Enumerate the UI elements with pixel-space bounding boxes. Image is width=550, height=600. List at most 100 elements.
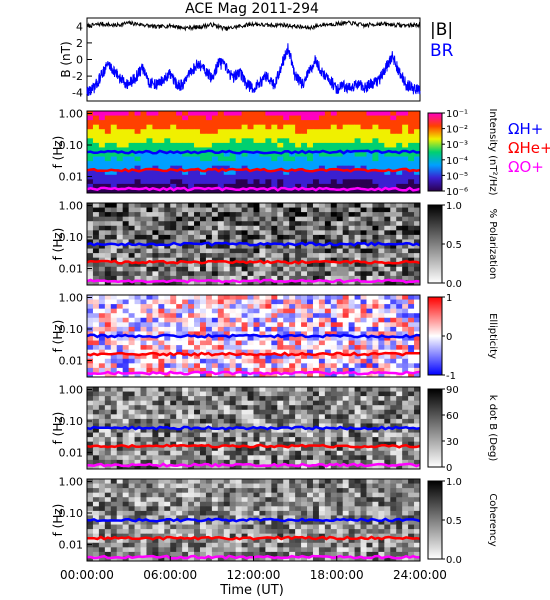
spectrogram-cell [396,115,403,121]
spectrogram-cell [247,391,254,397]
spectrogram-cell [116,520,124,525]
spectrogram-cell [259,161,266,167]
spectrogram-cell [366,262,373,268]
spectrogram-cell [372,253,379,259]
spectrogram-cell [289,322,296,328]
spectrogram-cell [98,432,106,438]
spectrogram-cell [390,124,397,130]
spectrogram-cell [384,340,391,346]
spectrogram-cell [271,432,278,438]
spectrogram-cell [414,299,421,305]
spectrogram-cell [122,459,130,465]
spectrogram-cell [408,207,415,213]
spectrogram-cell [295,441,302,447]
spectrogram-cell [217,174,225,180]
spectrogram-cell [211,533,219,539]
spectrogram-cell [384,326,391,332]
spectrogram-cell [330,326,338,332]
spectrogram-cell [241,488,248,494]
spectrogram-cell [122,133,130,139]
spectrogram-cell [324,225,332,231]
spectrogram-cell [277,446,284,452]
spectrogram-cell [414,262,421,268]
spectrogram-cell [372,418,379,424]
spectrogram-cell [324,455,332,461]
spectrogram-cell [140,253,147,259]
spectrogram-cell [199,317,207,323]
spectrogram-cell [164,423,171,429]
spectrogram-cell [324,331,332,337]
spectrogram-cell [211,492,219,498]
spectrogram-cell [188,115,195,121]
spectrogram-cell [176,266,183,272]
spectrogram-cell [199,501,207,507]
spectrogram-cell [289,459,296,465]
spectrogram-cell [87,414,94,420]
spectrogram-cell [301,423,308,429]
spectrogram-cell [414,280,421,286]
spectrogram-cell [134,542,141,548]
spectrogram-cell [295,179,302,185]
spectrogram-cell [289,418,296,424]
spectrogram-cell [158,165,165,171]
spectrogram-cell [211,257,219,263]
spectrogram-cell [378,234,385,240]
spectrogram-cell [307,483,314,489]
spectrogram-cell [289,423,296,429]
spectrogram-cell [176,331,183,337]
spectrogram-cell [199,340,207,346]
spectrogram-cell [98,188,106,194]
spectrogram-cell [295,142,302,148]
spectrogram-cell [87,280,94,286]
spectrogram-cell [217,488,225,494]
spectrogram-cell [188,372,195,378]
spectrogram-cell [194,446,201,452]
spectrogram-cell [211,304,219,310]
spectrogram-cell [408,253,415,259]
spectrogram-cell [318,239,326,245]
spectrogram-cell [277,326,284,332]
colorbar-tick-label: 10⁻³ [446,140,468,151]
spectrogram-cell [265,479,272,484]
gyrofrequency-line [86,425,421,431]
spectrogram-cell [414,520,421,525]
spectrogram-cell [170,455,177,461]
spectrogram-cell [122,124,130,130]
spectrogram-cell [146,510,153,516]
spectrogram-cell [170,221,177,227]
spectrogram-cell [205,538,213,544]
spectrogram-cell [223,529,231,535]
spectrogram-cell [408,336,415,341]
spectrogram-cell [158,450,165,456]
spectrogram-cell [408,446,415,452]
spectrogram-cell [217,455,225,461]
spectrogram-cell [229,253,237,259]
spectrogram-cell [158,542,165,548]
spectrogram-cell [330,446,338,452]
freq-ytick-label: 1.00 [59,199,84,212]
spectrogram-cell [378,428,385,433]
spectrogram-cell [158,520,165,525]
spectrogram-cell [390,483,397,489]
spectrogram-cell [348,372,355,378]
spectrogram-cell [247,479,254,484]
spectrogram-cell [372,529,379,535]
spectrogram-cell [301,455,308,461]
spectrogram-cell [384,331,391,337]
spectrogram-cell [116,455,124,461]
spectrogram-cell [318,450,326,456]
spectrogram-cell [312,221,320,227]
spectrogram-cell [378,459,385,465]
spectrogram-cell [110,450,118,456]
spectrogram-cell [152,542,159,548]
spectrogram-cell [176,147,183,153]
spectrogram-cell [283,165,290,171]
spectrogram-cell [366,459,373,465]
spectrogram-cell [259,418,266,424]
spectrogram-cell [265,271,272,277]
spectrogram-cell [390,506,397,512]
spectrogram-cell [247,244,254,249]
spectrogram-cell [205,170,213,176]
spectrogram-cell [295,354,302,360]
spectrogram-cell [182,387,189,392]
